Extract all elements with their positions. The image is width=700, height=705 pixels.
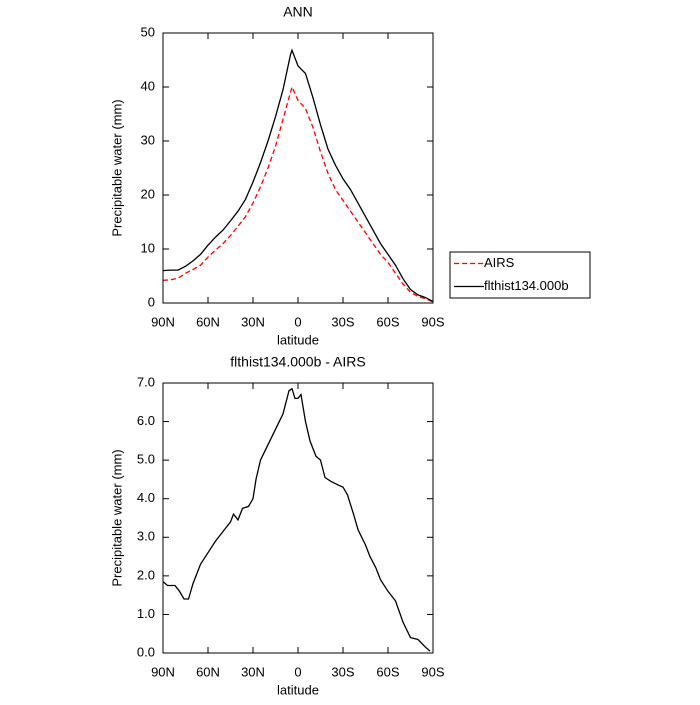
data-line — [162, 48, 434, 302]
legend-box — [449, 251, 591, 299]
data-line — [162, 85, 434, 303]
y-tick-label: 20 — [141, 186, 155, 201]
x-axis-label: latitude — [277, 682, 319, 697]
y-tick-label: 7.0 — [137, 374, 155, 389]
y-tick-label: 3.0 — [137, 529, 155, 544]
chart-title: flthist134.000b - AIRS — [230, 354, 365, 370]
y-tick-label: 0.0 — [137, 644, 155, 659]
y-tick-label: 30 — [141, 132, 155, 147]
y-tick-label: 50 — [141, 24, 155, 39]
x-tick-label: 60N — [196, 664, 220, 679]
x-tick-label: 60S — [376, 664, 399, 679]
y-tick-label: 6.0 — [137, 413, 155, 428]
x-tick-label: 90S — [421, 314, 444, 329]
data-line — [162, 387, 431, 652]
legend-label: AIRS — [484, 255, 515, 270]
x-tick-label: 30N — [241, 664, 265, 679]
x-tick-label: 30N — [241, 314, 265, 329]
y-tick-label: 5.0 — [137, 452, 155, 467]
x-tick-label: 30S — [331, 664, 354, 679]
y-tick-label: 0 — [148, 294, 155, 309]
x-tick-label: 90N — [151, 664, 175, 679]
y-tick-label: 40 — [141, 78, 155, 93]
y-tick-label: 2.0 — [137, 567, 155, 582]
chart-title: ANN — [283, 4, 313, 20]
x-tick-label: 30S — [331, 314, 354, 329]
y-tick-label: 10 — [141, 240, 155, 255]
x-tick-label: 0 — [294, 664, 301, 679]
plot-frame — [162, 382, 434, 654]
y-tick-label: 1.0 — [137, 606, 155, 621]
x-tick-label: 90S — [421, 664, 444, 679]
x-tick-label: 90N — [151, 314, 175, 329]
x-tick-label: 60S — [376, 314, 399, 329]
x-tick-label: 0 — [294, 314, 301, 329]
y-axis-label: Precipitable water (mm) — [109, 99, 124, 236]
x-axis-label: latitude — [277, 332, 319, 347]
plot-frame — [162, 32, 434, 304]
x-tick-label: 60N — [196, 314, 220, 329]
y-tick-label: 4.0 — [137, 490, 155, 505]
legend-label: flthist134.000b — [484, 278, 569, 293]
y-axis-label: Precipitable water (mm) — [109, 449, 124, 586]
